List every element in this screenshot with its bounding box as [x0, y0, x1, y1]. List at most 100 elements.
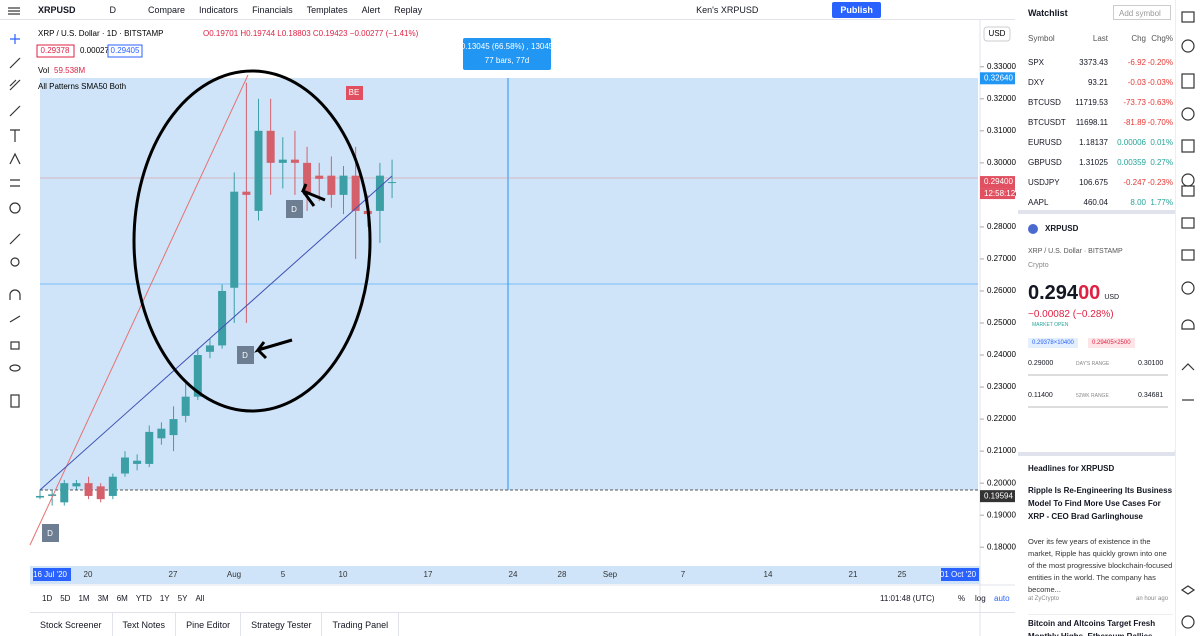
cell: 0.27%: [1150, 158, 1173, 167]
templates[interactable]: Templates: [306, 4, 348, 15]
price-axis: 0.330000.320000.310000.300000.290000.280…: [980, 62, 1016, 551]
cell: -0.23%: [1147, 178, 1173, 187]
watchlist-row[interactable]: DXY 93.21 -0.03 -0.03%: [1018, 72, 1175, 92]
tab[interactable]: Pine Editor: [176, 613, 242, 636]
timeframe[interactable]: All: [195, 593, 205, 603]
compare[interactable]: Compare: [148, 4, 186, 15]
timeframe[interactable]: 6M: [116, 593, 128, 603]
candle-body: [96, 486, 105, 500]
tab[interactable]: Trading Panel: [322, 613, 400, 636]
watchlist-row[interactable]: EURUSD 1.18137 0.00006 0.01%: [1018, 132, 1175, 152]
cell: 3373.43: [1079, 58, 1108, 67]
log-toggle[interactable]: log: [975, 594, 986, 603]
x-tick-label: 25: [898, 570, 907, 579]
cell: DXY: [1028, 78, 1045, 87]
cell: GBPUSD: [1028, 158, 1062, 167]
cell: -73.73: [1123, 98, 1146, 107]
candle-body: [60, 483, 69, 503]
candle-body: [36, 495, 44, 498]
x-tick-label: 28: [558, 570, 567, 579]
watchlist-row[interactable]: USDJPY 106.675 -0.247 -0.23%: [1018, 172, 1175, 192]
indicators[interactable]: Indicators: [199, 4, 239, 15]
price-tag: [980, 490, 1015, 503]
candle-body: [315, 175, 324, 179]
percent-toggle[interactable]: %: [958, 594, 966, 603]
watchlist-title[interactable]: Watchlist: [1028, 8, 1068, 18]
spread: 0.00027: [80, 46, 109, 55]
symbol-search[interactable]: XRPUSD: [38, 4, 76, 15]
price-tag: [980, 176, 1015, 189]
tab[interactable]: Stock Screener: [30, 613, 113, 636]
timeframe[interactable]: 1D: [42, 593, 53, 603]
publish-button[interactable]: Publish: [832, 1, 881, 18]
trend-line: [39, 175, 393, 491]
timeframe[interactable]: YTD: [135, 593, 152, 603]
watchlist-row[interactable]: SPX 3373.43 -6.92 -0.20%: [1018, 52, 1175, 72]
candle-body: [230, 191, 239, 288]
wk-range: 52WK RANGE: [1076, 393, 1109, 399]
ellipse-drawing: [132, 69, 372, 413]
y-tick-label: 0.26000: [987, 286, 1016, 295]
tab[interactable]: Strategy Tester: [241, 613, 323, 636]
alert[interactable]: Alert: [361, 4, 381, 15]
x-tick-label: 24: [509, 570, 518, 579]
headline[interactable]: Ripple Is Re-Engineering Its Business Mo…: [1028, 486, 1173, 521]
cell: 1.31025: [1079, 158, 1108, 167]
candle-body: [157, 428, 166, 439]
measure-text: 0.13045 (66.58%) , 13045: [461, 42, 554, 51]
y-tick-label: 0.24000: [987, 350, 1016, 359]
legend-ohlc: O0.19701 H0.19744 L0.18803 C0.19423 −0.0…: [203, 29, 419, 38]
cell: 106.675: [1079, 178, 1108, 187]
auto-toggle[interactable]: auto: [994, 594, 1010, 603]
x-label-box: [33, 568, 71, 581]
candle-body: [169, 419, 178, 436]
candle-body: [120, 457, 129, 474]
timeframe[interactable]: 1Y: [159, 593, 170, 603]
watchlist-row[interactable]: GBPUSD 1.31025 0.00359 0.27%: [1018, 152, 1175, 172]
cell: 1.18137: [1079, 138, 1108, 147]
day-range: DAY'S RANGE: [1076, 361, 1110, 367]
watchlist-row[interactable]: AAPL 460.04 8.00 1.77%: [1018, 192, 1175, 212]
interval[interactable]: D: [109, 4, 117, 15]
candle-body: [181, 396, 190, 416]
add-symbol[interactable]: Add symbol: [1113, 5, 1171, 20]
y-tick-label: 0.28000: [987, 222, 1016, 231]
pattern-badge: [42, 524, 59, 542]
candle-body: [193, 355, 202, 397]
timeframe[interactable]: 1M: [78, 593, 90, 603]
indicator: All Patterns SMA50 Both: [38, 82, 126, 91]
cell: -0.20%: [1147, 58, 1173, 67]
detail-bid: 0.29378×10400: [1028, 338, 1078, 348]
cell: EURUSD: [1028, 138, 1062, 147]
detail-name: XRP / U.S. Dollar · BITSTAMP: [1028, 248, 1123, 255]
financials[interactable]: Financials: [252, 4, 293, 15]
candle-body: [205, 345, 214, 352]
y-tick-label: 0.23000: [987, 382, 1016, 391]
layout-name[interactable]: Ken's XRPUSD: [696, 4, 759, 15]
candle-body: [72, 483, 81, 487]
arrow-drawing: [254, 338, 293, 360]
x-tick-label: 27: [169, 570, 178, 579]
detail-price: 0.29400 USD: [1028, 282, 1119, 305]
x-tick-label: 17: [424, 570, 433, 579]
cell: 460.04: [1083, 198, 1108, 207]
watchlist-row[interactable]: BTCUSD 11719.53 -73.73 -0.63%: [1018, 92, 1175, 112]
timeframe[interactable]: 5D: [60, 593, 71, 603]
bid-box: [36, 44, 75, 58]
replay[interactable]: Replay: [394, 4, 423, 15]
detail-type: Crypto: [1028, 262, 1049, 269]
watchlist-row[interactable]: BTCUSDT 11698.11 -81.89 -0.70%: [1018, 112, 1175, 132]
cell: 8.00: [1130, 198, 1146, 207]
headline-summary: Over its few years of existence in the m…: [1028, 537, 1173, 594]
cell: 0.01%: [1150, 138, 1173, 147]
timeframe[interactable]: 3M: [97, 593, 109, 603]
wk-range-bar: [1028, 406, 1168, 408]
candle-body: [351, 175, 360, 211]
timeframe[interactable]: 5Y: [177, 593, 188, 603]
headline[interactable]: Bitcoin and Altcoins Target Fresh Monthl…: [1028, 614, 1173, 636]
price-main: 0.294: [1028, 282, 1079, 304]
price-tag-label: 0.32640: [984, 73, 1013, 82]
tab[interactable]: Text Notes: [113, 613, 177, 636]
